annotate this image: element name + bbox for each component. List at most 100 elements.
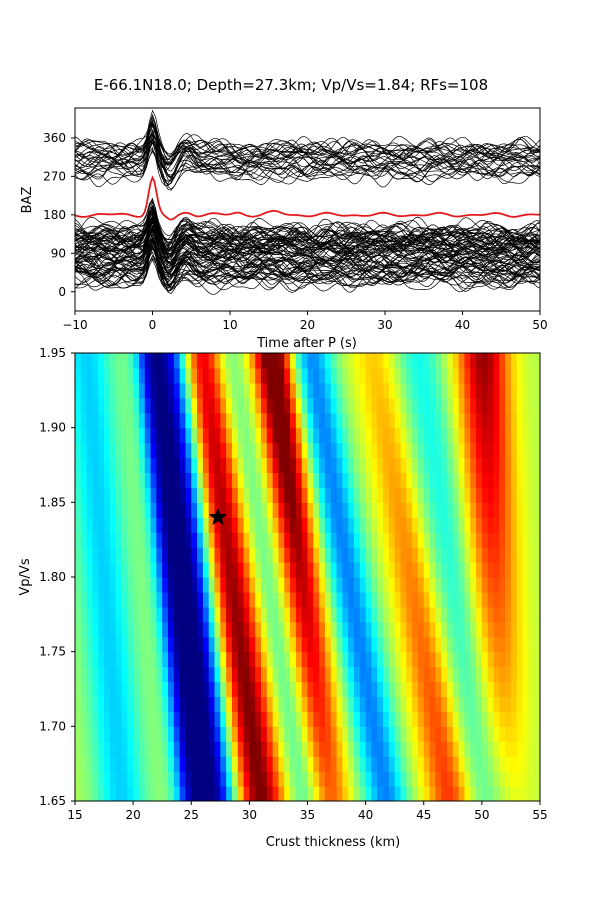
- hk-cell: [348, 367, 355, 384]
- hk-cell: [231, 442, 239, 459]
- hk-cell: [115, 397, 123, 414]
- hk-cell: [179, 696, 187, 712]
- hk-cell: [400, 457, 407, 474]
- hk-cell: [516, 636, 524, 653]
- hk-cell: [464, 412, 471, 429]
- hk-cell: [179, 771, 187, 787]
- hk-cell: [301, 547, 309, 563]
- hk-cell: [476, 606, 483, 623]
- hk-cell: [284, 711, 291, 727]
- hk-cell: [348, 577, 355, 593]
- hk-cell: [231, 741, 239, 757]
- hk-cell: [220, 562, 227, 578]
- hk-cell: [261, 472, 268, 488]
- hk-cell: [168, 681, 175, 698]
- hk-cell: [197, 696, 204, 712]
- hk-cell: [383, 666, 390, 683]
- hk-cell: [237, 562, 245, 578]
- hk-cell: [98, 547, 105, 563]
- hk-cell: [191, 562, 198, 578]
- hk-cell: [133, 532, 140, 548]
- hk-cell: [261, 726, 268, 742]
- hk-cell: [115, 726, 123, 742]
- hk-cell: [487, 353, 495, 369]
- hk-cell: [75, 606, 82, 623]
- hk-cell: [388, 382, 396, 399]
- hk-cell: [191, 756, 198, 772]
- hk-cell: [109, 741, 117, 757]
- hk-cell: [168, 517, 175, 533]
- hk-cell: [464, 353, 471, 369]
- hk-cell: [115, 547, 123, 563]
- hk-cell: [301, 756, 309, 772]
- hk-cell: [284, 532, 291, 548]
- hk-cell: [487, 651, 495, 668]
- hk-cell: [104, 606, 111, 623]
- rf-y-tick-label: 270: [43, 169, 66, 183]
- hk-cell: [487, 517, 495, 533]
- hk-cell: [534, 756, 540, 772]
- hk-cell: [383, 577, 390, 593]
- hk-cell: [127, 726, 134, 742]
- hk-cell: [173, 562, 181, 578]
- hk-cell: [150, 606, 157, 623]
- hk-cell: [179, 517, 187, 533]
- hk-cell: [406, 457, 413, 474]
- hk-cell: [516, 591, 524, 608]
- hk-cell: [336, 756, 343, 772]
- hk-cell: [499, 502, 506, 518]
- hk-cell: [261, 353, 268, 369]
- hk-cell: [109, 606, 117, 623]
- hk-cell: [179, 681, 187, 698]
- hk-cell: [406, 711, 413, 727]
- hk-cell: [417, 397, 425, 414]
- hk-cell: [197, 786, 204, 801]
- hk-cell: [272, 397, 280, 414]
- hk-cell: [127, 771, 134, 787]
- hk-cell: [231, 606, 239, 623]
- hk-cell: [365, 726, 373, 742]
- hk-cell: [307, 487, 314, 503]
- hk-cell: [464, 651, 471, 668]
- hk-cell: [278, 412, 285, 429]
- hk-cell: [168, 547, 175, 563]
- hk-cell: [493, 502, 500, 518]
- hk-cell: [284, 562, 291, 578]
- hk-cell: [359, 487, 367, 503]
- hk-cell: [452, 427, 460, 444]
- hk-cell: [429, 726, 436, 742]
- rf-y-tick-label: 90: [51, 246, 66, 260]
- hk-cell: [324, 457, 332, 474]
- hk-cell: [86, 606, 94, 623]
- hk-cell: [261, 457, 268, 474]
- hk-cell: [191, 517, 198, 533]
- hk-cell: [406, 472, 413, 488]
- hk-cell: [481, 472, 489, 488]
- hk-cell: [208, 562, 216, 578]
- hk-cell: [75, 681, 82, 698]
- hk-cell: [464, 666, 471, 683]
- hk-cell: [249, 472, 256, 488]
- hk-cell: [499, 726, 506, 742]
- hk-cell: [499, 382, 506, 399]
- hk-cell: [237, 532, 245, 548]
- hk-cell: [295, 591, 303, 608]
- hk-cell: [231, 353, 239, 369]
- hk-cell: [75, 621, 82, 638]
- hk-cell: [156, 621, 163, 638]
- hk-cell: [528, 681, 535, 698]
- hk-cell: [458, 771, 466, 787]
- hk-cell: [383, 472, 390, 488]
- hk-cell: [138, 666, 146, 683]
- hk-cell: [458, 502, 466, 518]
- hk-cell: [435, 457, 442, 474]
- hk-cell: [290, 353, 297, 369]
- hk-cell: [144, 412, 152, 429]
- hk-cell: [133, 487, 140, 503]
- hk-cell: [481, 666, 489, 683]
- hk-cell: [237, 427, 245, 444]
- hk-cell: [150, 427, 157, 444]
- hk-cell: [80, 756, 88, 772]
- hk-cell: [383, 696, 390, 712]
- hk-cell: [319, 666, 326, 683]
